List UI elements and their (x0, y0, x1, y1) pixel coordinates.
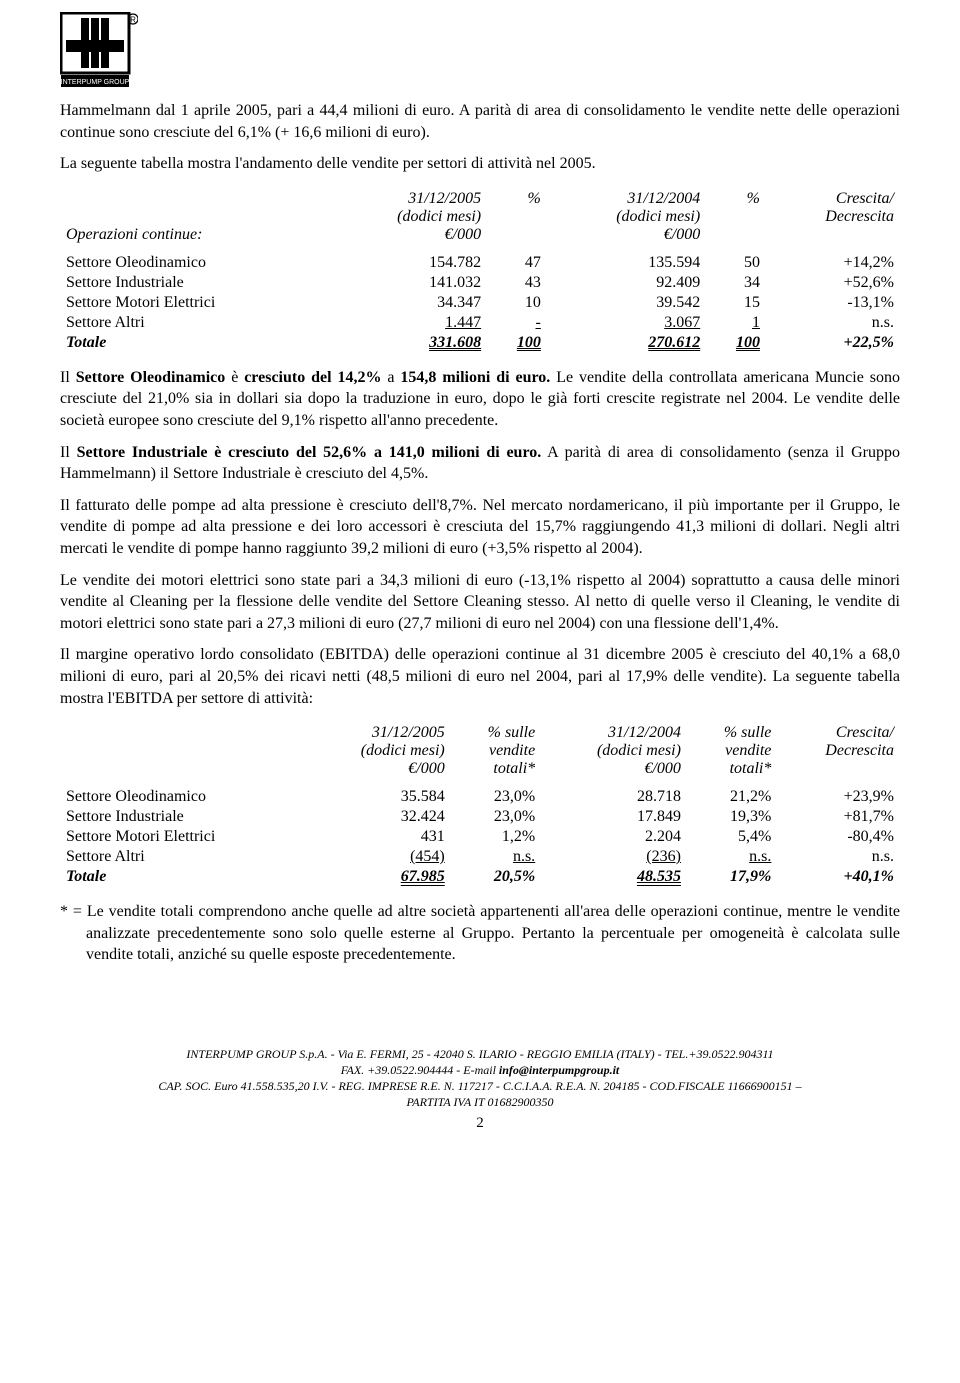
t2-h-col2: % sulle vendite totali* (451, 723, 541, 779)
table-row: Settore Industriale141.0324392.40934+52,… (60, 273, 900, 293)
paragraph-industriale: Il Settore Industriale è cresciuto del 5… (60, 442, 900, 485)
t1-total-row: Totale 331.608 100 270.612 100 +22,5% (60, 333, 900, 353)
page-footer: INTERPUMP GROUP S.p.A. - Via E. FERMI, 2… (60, 1046, 900, 1111)
paragraph-pressione: Il fatturato delle pompe ad alta pressio… (60, 495, 900, 560)
paragraph-oleodinamico: Il Settore Oleodinamico è cresciuto del … (60, 367, 900, 432)
svg-text:INTERPUMP GROUP: INTERPUMP GROUP (61, 79, 130, 86)
paragraph-intro-2: La seguente tabella mostra l'andamento d… (60, 153, 900, 175)
t2-h-col1: 31/12/2005 (dodici mesi) €/000 (305, 723, 451, 779)
t1-h-col5: Crescita/ Decrescita (766, 189, 900, 245)
table-row: Settore Industriale32.42423,0%17.84919,3… (60, 807, 900, 827)
table-row: Settore Oleodinamico154.78247135.59450+1… (60, 253, 900, 273)
paragraph-ebitda: Il margine operativo lordo consolidato (… (60, 644, 900, 709)
t2-total-row: Totale 67.985 20,5% 48.535 17,9% +40,1% (60, 867, 900, 887)
table-row: Settore Motori Elettrici4311,2%2.2045,4%… (60, 827, 900, 847)
table-row: Settore Altri(454)n.s.(236)n.s.n.s. (60, 847, 900, 867)
t1-header-rowlabel: Operazioni continue: (60, 189, 328, 245)
table-row: Settore Oleodinamico35.58423,0%28.71821,… (60, 787, 900, 807)
table-vendite-settori: Operazioni continue: 31/12/2005 (dodici … (60, 189, 900, 353)
paragraph-motori: Le vendite dei motori elettrici sono sta… (60, 570, 900, 635)
table-row: Settore Altri1.447-3.0671n.s. (60, 313, 900, 333)
table-row: Settore Motori Elettrici34.3471039.54215… (60, 293, 900, 313)
t1-h-col3: 31/12/2004 (dodici mesi) €/000 (547, 189, 706, 245)
t1-h-col4: % (706, 189, 766, 245)
svg-text:R: R (130, 16, 136, 25)
t2-h-col4: % sulle vendite totali* (687, 723, 777, 779)
page-number: 2 (60, 1115, 900, 1132)
company-logo: R INTERPUMP GROUP (60, 12, 900, 88)
t2-h-col3: 31/12/2004 (dodici mesi) €/000 (541, 723, 687, 779)
t2-h-col5: Crescita/ Decrescita (777, 723, 900, 779)
t1-h-col2: % (487, 189, 547, 245)
table-ebitda-settori: 31/12/2005 (dodici mesi) €/000 % sulle v… (60, 723, 900, 887)
t1-h-col1: 31/12/2005 (dodici mesi) €/000 (328, 189, 487, 245)
paragraph-intro-1: Hammelmann dal 1 aprile 2005, pari a 44,… (60, 100, 900, 143)
footnote-star: * = Le vendite totali comprendono anche … (60, 901, 900, 966)
